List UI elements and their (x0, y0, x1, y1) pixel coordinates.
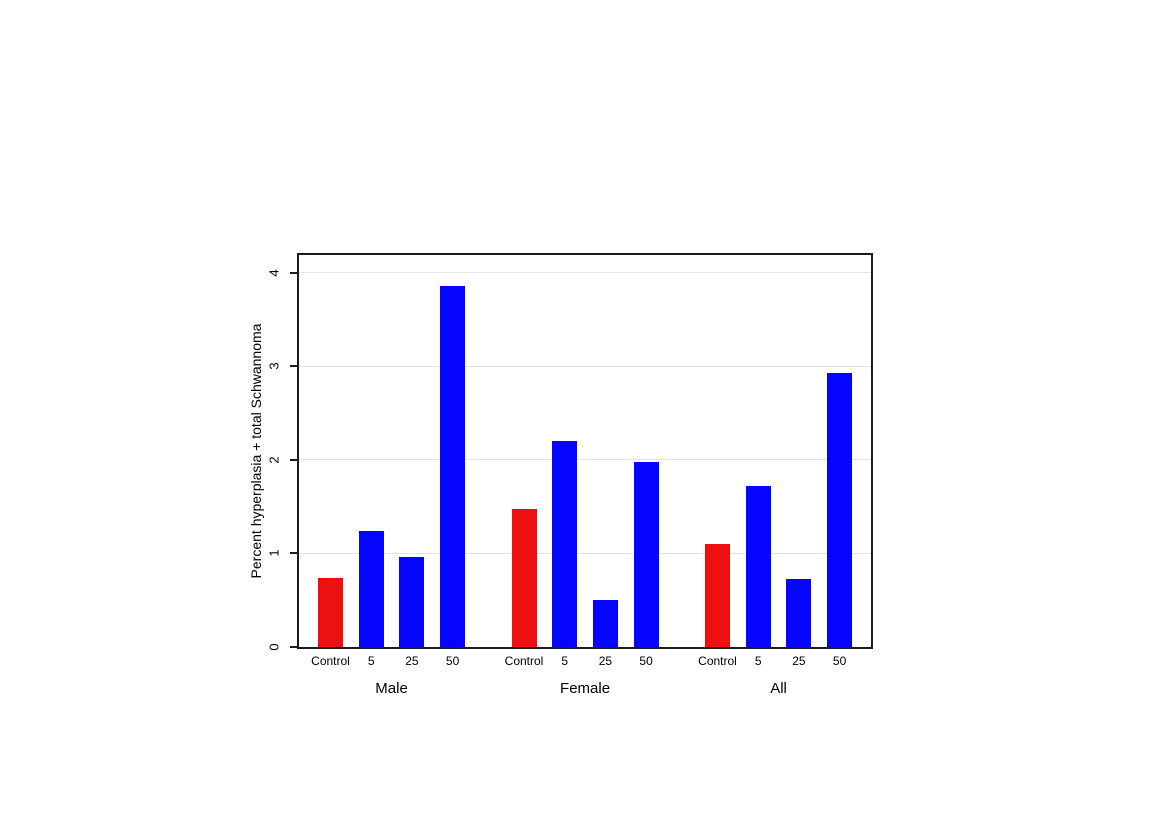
bar-male-5 (358, 531, 384, 647)
y-tick-label-4: 4 (266, 269, 282, 277)
bar-male-50 (440, 285, 466, 647)
y-tick-label-2: 2 (266, 456, 282, 464)
x-tick-label-female-5: 5 (561, 654, 569, 668)
y-axis-tick-2 (290, 458, 297, 461)
y-axis-tick-0 (290, 646, 297, 648)
x-tick-label-female-50: 50 (639, 654, 653, 668)
x-tick-label-all-5: 5 (754, 654, 762, 668)
y-tick-label-3: 3 (266, 362, 282, 370)
y-tick-label-1: 1 (266, 549, 282, 558)
y-axis-title: Percent hyperplasia + total Schwannoma (248, 323, 264, 579)
gridline-y-1 (299, 552, 871, 554)
group-label-female: Female (560, 680, 611, 697)
bar-all-50 (827, 372, 853, 647)
gridline-y-3 (299, 365, 871, 367)
bar-female-25 (592, 600, 618, 647)
x-tick-label-all-25: 25 (792, 654, 806, 668)
y-axis-tick-4 (290, 271, 297, 274)
x-tick-label-all-50: 50 (832, 654, 847, 668)
y-tick-label-0: 0 (266, 643, 282, 651)
x-tick-label-male-25: 25 (405, 654, 419, 668)
bar-female-control (511, 508, 537, 647)
group-label-all: All (770, 680, 787, 697)
bar-all-25 (786, 578, 812, 647)
x-tick-label-male-control: Control (311, 654, 350, 668)
x-tick-label-male-5: 5 (367, 654, 375, 668)
gridline-y-4 (299, 272, 871, 274)
x-tick-label-female-control: Control (504, 654, 544, 668)
y-axis-tick-1 (290, 552, 297, 555)
bar-all-5 (745, 486, 771, 647)
y-axis-tick-3 (290, 365, 297, 368)
group-label-male: Male (375, 680, 408, 697)
bar-female-5 (552, 441, 578, 647)
x-tick-label-female-25: 25 (598, 654, 613, 668)
bar-all-control (705, 544, 730, 647)
bar-male-control (318, 577, 343, 647)
x-tick-label-all-control: Control (698, 654, 737, 668)
gridline-y-2 (299, 459, 871, 461)
bar-female-50 (633, 461, 659, 647)
x-tick-label-male-50: 50 (445, 654, 460, 668)
plot-area: Percent hyperplasia + total Schwannoma 0… (248, 253, 873, 696)
bar-male-25 (399, 557, 425, 647)
